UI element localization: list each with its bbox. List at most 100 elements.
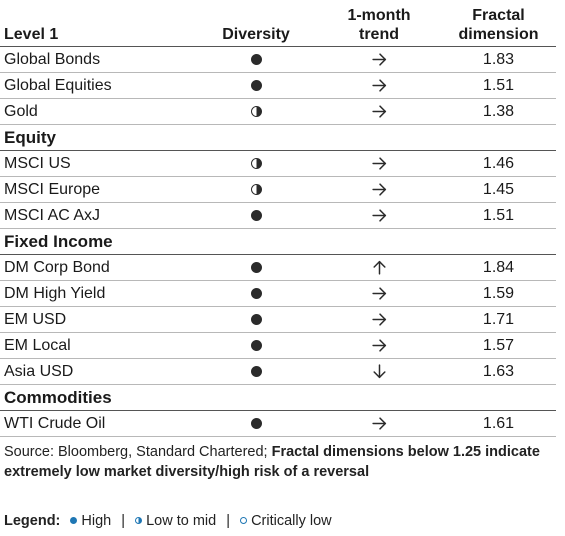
asset-name: Global Bonds (0, 46, 195, 73)
trend-cell (317, 46, 441, 73)
fractal-value: 1.51 (441, 202, 556, 229)
arrow-down-icon (371, 363, 388, 380)
high-diversity-icon (250, 53, 262, 65)
high-diversity-icon (250, 261, 262, 273)
asset-name: Gold (0, 98, 195, 125)
header-fractal-dimension: Fractal dimension (441, 0, 556, 47)
table-row-asia-usd: Asia USD 1.63 (0, 358, 556, 385)
fractal-value: 1.83 (441, 46, 556, 73)
asset-name: MSCI US (0, 150, 195, 177)
legend-item-high: High (70, 513, 115, 529)
table-row-global-bonds: Global Bonds 1.83 (0, 46, 556, 73)
fractal-value: 1.38 (441, 98, 556, 125)
fractal-value: 1.61 (441, 410, 556, 437)
mid-diversity-icon (135, 516, 143, 524)
fractal-value: 1.57 (441, 332, 556, 359)
high-diversity-icon (250, 417, 262, 429)
legend-title: Legend: (4, 513, 61, 529)
legend-label-high: High (81, 513, 112, 529)
legend-label-low: Critically low (251, 513, 332, 529)
diversity-cell (195, 176, 317, 203)
high-diversity-icon (250, 287, 262, 299)
fractal-table: Level 1 Diversity 1-month trend Fractal … (0, 0, 556, 437)
diversity-cell (195, 306, 317, 333)
arrow-right-icon (371, 415, 388, 432)
trend-cell (317, 332, 441, 359)
legend-item-low: Critically low (240, 513, 332, 529)
arrow-right-icon (371, 285, 388, 302)
asset-name: EM USD (0, 306, 195, 333)
table-row-msci-us: MSCI US 1.46 (0, 150, 556, 177)
section-row-fixed-income: Fixed Income (0, 228, 556, 255)
trend-cell (317, 176, 441, 203)
header-fractal-line-2: dimension (458, 26, 539, 43)
header-trend: 1-month trend (317, 0, 441, 47)
asset-name: DM Corp Bond (0, 254, 195, 281)
diversity-cell (195, 150, 317, 177)
table-row-dm-corp-bond: DM Corp Bond 1.84 (0, 254, 556, 281)
asset-name: WTI Crude Oil (0, 410, 195, 437)
trend-cell (317, 150, 441, 177)
header-row: Level 1 Diversity 1-month trend Fractal … (0, 0, 556, 47)
asset-name: EM Local (0, 332, 195, 359)
trend-cell (317, 72, 441, 99)
source-note: Source: Bloomberg, Standard Chartered; F… (4, 442, 556, 482)
asset-name: MSCI AC AxJ (0, 202, 195, 229)
diversity-cell (195, 202, 317, 229)
asset-name: Asia USD (0, 358, 195, 385)
mid-diversity-icon (250, 157, 262, 169)
diversity-cell (195, 410, 317, 437)
arrow-right-icon (371, 181, 388, 198)
mid-diversity-icon (250, 183, 262, 195)
section-heading: Equity (0, 124, 556, 151)
table-row-wti-crude-oil: WTI Crude Oil 1.61 (0, 410, 556, 437)
section-row-equity: Equity (0, 124, 556, 151)
table-body: Global Bonds 1.83 Global Equities 1.51 Gold 1… (0, 46, 556, 437)
trend-cell (317, 98, 441, 125)
table-row-gold: Gold 1.38 (0, 98, 556, 125)
trend-cell (317, 254, 441, 281)
source-prefix: Source: Bloomberg, Standard Chartered; (4, 444, 272, 460)
section-heading: Commodities (0, 384, 556, 411)
fractal-value: 1.46 (441, 150, 556, 177)
fractal-value: 1.71 (441, 306, 556, 333)
fractal-value: 1.63 (441, 358, 556, 385)
asset-name: Global Equities (0, 72, 195, 99)
diversity-cell (195, 254, 317, 281)
header-fractal-line-1: Fractal (472, 7, 525, 24)
table-row-em-local: EM Local 1.57 (0, 332, 556, 359)
table-row-em-usd: EM USD 1.71 (0, 306, 556, 333)
arrow-right-icon (371, 311, 388, 328)
high-diversity-icon (250, 313, 262, 325)
legend: Legend: High | Low to mid | Critically l… (4, 512, 332, 530)
table-row-msci-europe: MSCI Europe 1.45 (0, 176, 556, 203)
diversity-cell (195, 72, 317, 99)
table-row-dm-high-yield: DM High Yield 1.59 (0, 280, 556, 307)
high-diversity-icon (250, 79, 262, 91)
arrow-right-icon (371, 155, 388, 172)
asset-name: MSCI Europe (0, 176, 195, 203)
arrow-up-icon (371, 259, 388, 276)
diversity-cell (195, 280, 317, 307)
arrow-right-icon (371, 77, 388, 94)
trend-cell (317, 202, 441, 229)
section-heading: Fixed Income (0, 228, 556, 255)
section-row-commodities: Commodities (0, 384, 556, 411)
fractal-value: 1.59 (441, 280, 556, 307)
asset-name: DM High Yield (0, 280, 195, 307)
high-diversity-icon (70, 516, 78, 524)
trend-cell (317, 358, 441, 385)
arrow-right-icon (371, 51, 388, 68)
source-bold-note: Fractal dimensions below 1.25 indicate e… (4, 444, 540, 480)
fractal-value: 1.45 (441, 176, 556, 203)
header-trend-line-1: 1-month (347, 7, 411, 24)
high-diversity-icon (250, 365, 262, 377)
legend-separator: | (121, 513, 126, 529)
legend-separator: | (226, 513, 231, 529)
diversity-cell (195, 358, 317, 385)
table-row-global-equities: Global Equities 1.51 (0, 72, 556, 99)
trend-cell (317, 306, 441, 333)
legend-item-mid: Low to mid (135, 513, 220, 529)
diversity-cell (195, 332, 317, 359)
